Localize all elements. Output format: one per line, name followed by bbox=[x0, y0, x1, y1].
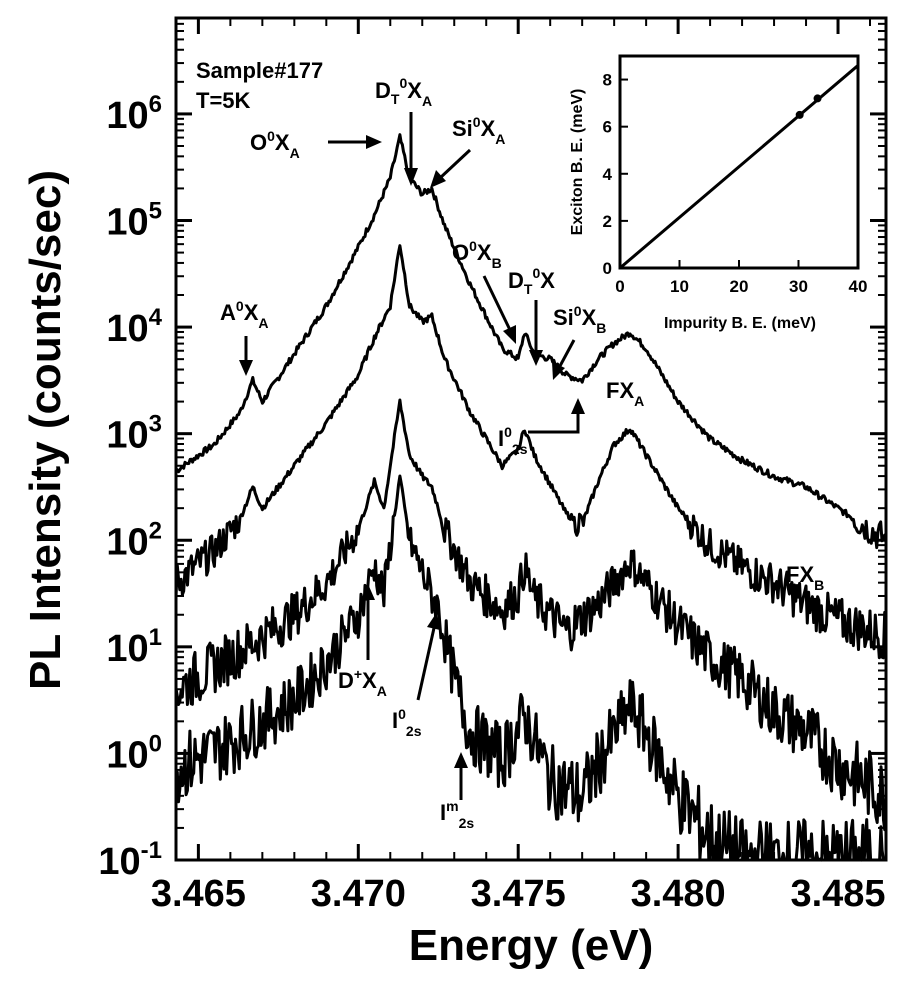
label-i0-2s-upper: I02s bbox=[498, 424, 528, 457]
spectrum-line-4 bbox=[175, 474, 887, 862]
inset-y-tick-label: 8 bbox=[603, 71, 612, 90]
inset-x-tick-label: 20 bbox=[730, 277, 749, 296]
label-fxa: FXA bbox=[606, 378, 644, 409]
inset-line bbox=[619, 64, 859, 270]
arrowhead-o0xb bbox=[503, 325, 516, 344]
arrowhead-o0xa bbox=[366, 135, 382, 149]
inset-y-tick-label: 2 bbox=[603, 212, 612, 231]
inset-y-tick-label: 6 bbox=[603, 118, 612, 137]
inset-x-axis-title: Impurity B. E. (meV) bbox=[664, 315, 816, 332]
label-dplus-xa: D+XA bbox=[338, 666, 387, 699]
arrow-i0-2s-upper bbox=[528, 412, 580, 434]
label-a0xa: A0XA bbox=[220, 298, 269, 331]
sample-label: Sample#177 bbox=[196, 58, 323, 83]
label-dt0xa: DT0XA bbox=[375, 75, 432, 109]
arrowhead-im-2s bbox=[454, 752, 468, 768]
y-tick-label: 100 bbox=[106, 730, 162, 776]
x-tick-label: 3.480 bbox=[631, 873, 726, 915]
inset-y-tick-label: 0 bbox=[603, 259, 612, 278]
inset-chart: 0 10 20 30 40 0 2 4 6 8 Exciton B. E. (meV) Impu… bbox=[569, 54, 867, 332]
y-tick-label: 104 bbox=[106, 304, 162, 350]
label-i0-2s-lower: I02s bbox=[392, 706, 422, 739]
inset-x-axis: 0 10 20 30 40 bbox=[615, 260, 867, 296]
inset-y-axis-title: Exciton B. E. (meV) bbox=[569, 89, 586, 236]
inset-x-tick-label: 0 bbox=[615, 277, 624, 296]
inset-x-tick-label: 10 bbox=[670, 277, 689, 296]
arrow-i0-2s-lower bbox=[416, 627, 436, 701]
inset-x-tick-label: 30 bbox=[789, 277, 808, 296]
y-tick-label: 103 bbox=[106, 411, 162, 457]
y-tick-label: 105 bbox=[106, 198, 162, 244]
arrow-o0xb bbox=[482, 275, 512, 331]
x-tick-label: 3.465 bbox=[151, 873, 246, 915]
x-axis-title: Energy (eV) bbox=[409, 921, 654, 970]
label-o0xa: O0XA bbox=[250, 128, 300, 161]
temperature-label: T=5K bbox=[196, 88, 251, 113]
spectrum-line-3 bbox=[174, 398, 888, 832]
inset-data-point bbox=[813, 94, 822, 103]
y-tick-label: 10-1 bbox=[98, 837, 162, 883]
x-tick-label: 3.470 bbox=[311, 873, 406, 915]
label-dt0x: DT0X bbox=[508, 265, 555, 297]
arrowhead-dt0x bbox=[529, 350, 543, 366]
label-si0xa: Si0XA bbox=[452, 114, 505, 147]
arrowhead-i0-2s-upper bbox=[571, 398, 585, 414]
inset-data-point bbox=[795, 110, 804, 119]
arrowhead-si0xb bbox=[552, 362, 565, 380]
inset-x-tick-label: 40 bbox=[849, 277, 868, 296]
label-si0xb: Si0XB bbox=[553, 303, 606, 336]
arrow-si0xa bbox=[438, 148, 472, 180]
label-o0xb: O0XB bbox=[452, 238, 502, 271]
arrowhead-i0-2s-lower bbox=[427, 612, 440, 630]
spectrum-line-1 bbox=[174, 133, 888, 550]
arrowhead-dt0xa bbox=[404, 168, 418, 186]
x-tick-label: 3.475 bbox=[471, 873, 566, 915]
y-tick-label: 102 bbox=[106, 517, 162, 563]
label-fxb: FXB bbox=[786, 562, 824, 593]
label-im-2s: Im2s bbox=[440, 798, 474, 831]
y-tick-label: 106 bbox=[106, 91, 162, 137]
y-tick-label: 101 bbox=[106, 624, 162, 670]
x-axis: 3.465 3.470 3.475 3.480 3.485 bbox=[151, 18, 886, 915]
y-axis-title: PL Intensity (counts/sec) bbox=[21, 170, 70, 690]
spectrum-line-2 bbox=[174, 244, 888, 660]
arrowhead-a0xa bbox=[239, 360, 253, 376]
arrow-si0xb bbox=[558, 339, 576, 367]
arrowhead-dplus-xa bbox=[361, 584, 375, 600]
inset-y-axis: 0 2 4 6 8 bbox=[603, 71, 628, 278]
x-tick-label: 3.485 bbox=[790, 873, 885, 915]
spectra bbox=[174, 133, 888, 862]
inset-y-tick-label: 4 bbox=[603, 165, 613, 184]
arrowhead-si0xa bbox=[430, 170, 446, 188]
